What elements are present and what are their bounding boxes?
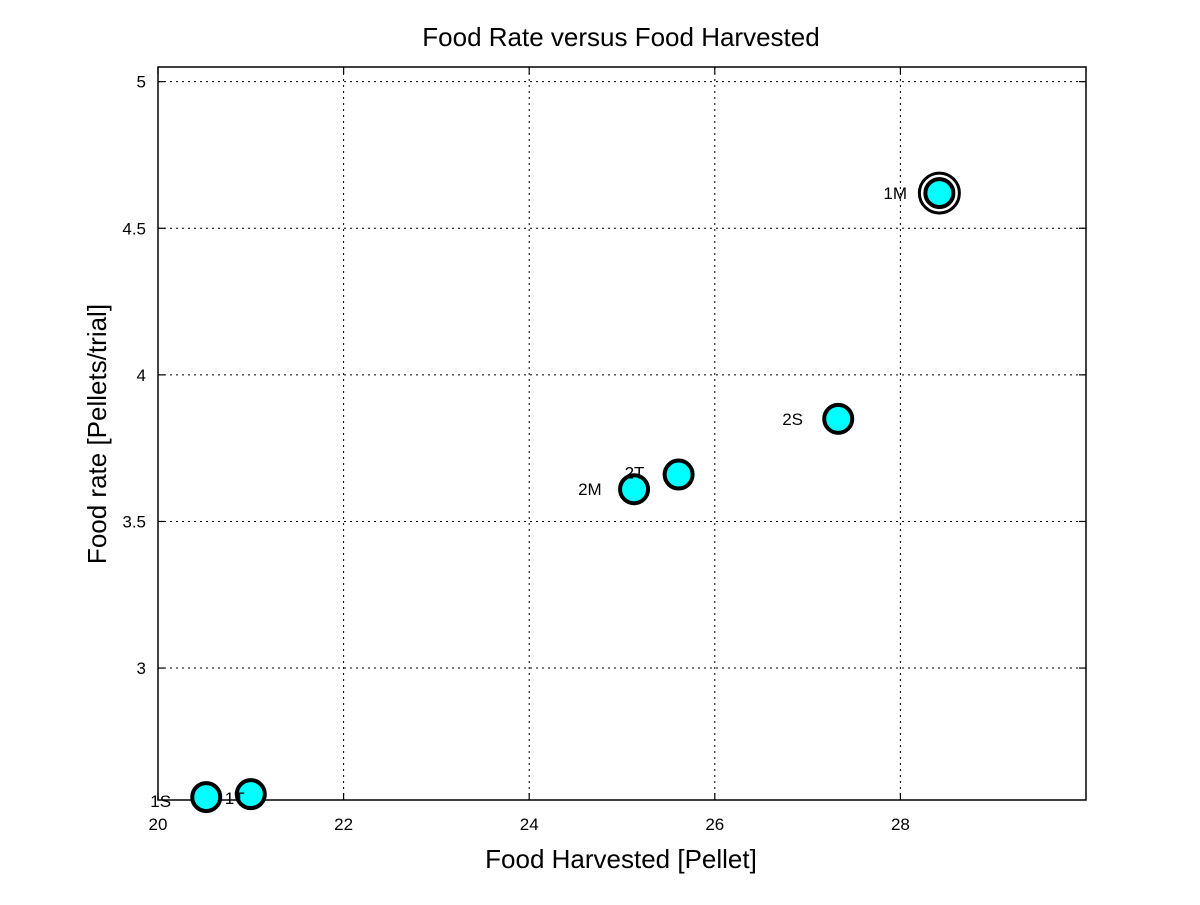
data-point: [662, 458, 695, 491]
point-label: 2S: [782, 410, 803, 429]
x-tick-label: 24: [520, 815, 539, 834]
y-axis-label: Food rate [Pellets/trial]: [82, 304, 112, 564]
point-label: 1M: [883, 184, 907, 203]
x-tick-label: 20: [149, 815, 168, 834]
y-tick-label: 3.5: [122, 512, 146, 531]
data-point: [234, 778, 267, 811]
y-tick-label: 4.5: [122, 219, 146, 238]
point-label: 2T: [625, 464, 645, 483]
data-point: [618, 473, 651, 506]
point-label: 1S: [150, 792, 171, 811]
x-tick-label: 26: [705, 815, 724, 834]
data-point: [923, 177, 956, 210]
y-tick-label: 5: [137, 73, 146, 92]
point-layer: 1S 1T 2M 2T 2S 1M: [150, 171, 961, 814]
chart-title: Food Rate versus Food Harvested: [422, 22, 819, 52]
point-label: 1T: [225, 789, 245, 808]
y-tick-label: 4: [137, 366, 146, 385]
point-label: 2M: [578, 480, 602, 499]
y-tick-label: 3: [137, 659, 146, 678]
data-point: [822, 402, 855, 435]
x-axis-label: Food Harvested [Pellet]: [485, 844, 757, 874]
tick-layer: 20 22 24 26 28 3 3.5 4 4.5 5: [122, 67, 1086, 834]
data-point: [190, 781, 223, 814]
plot-area-frame: [157, 66, 1087, 801]
x-tick-label: 28: [891, 815, 910, 834]
x-tick-label: 22: [334, 815, 353, 834]
